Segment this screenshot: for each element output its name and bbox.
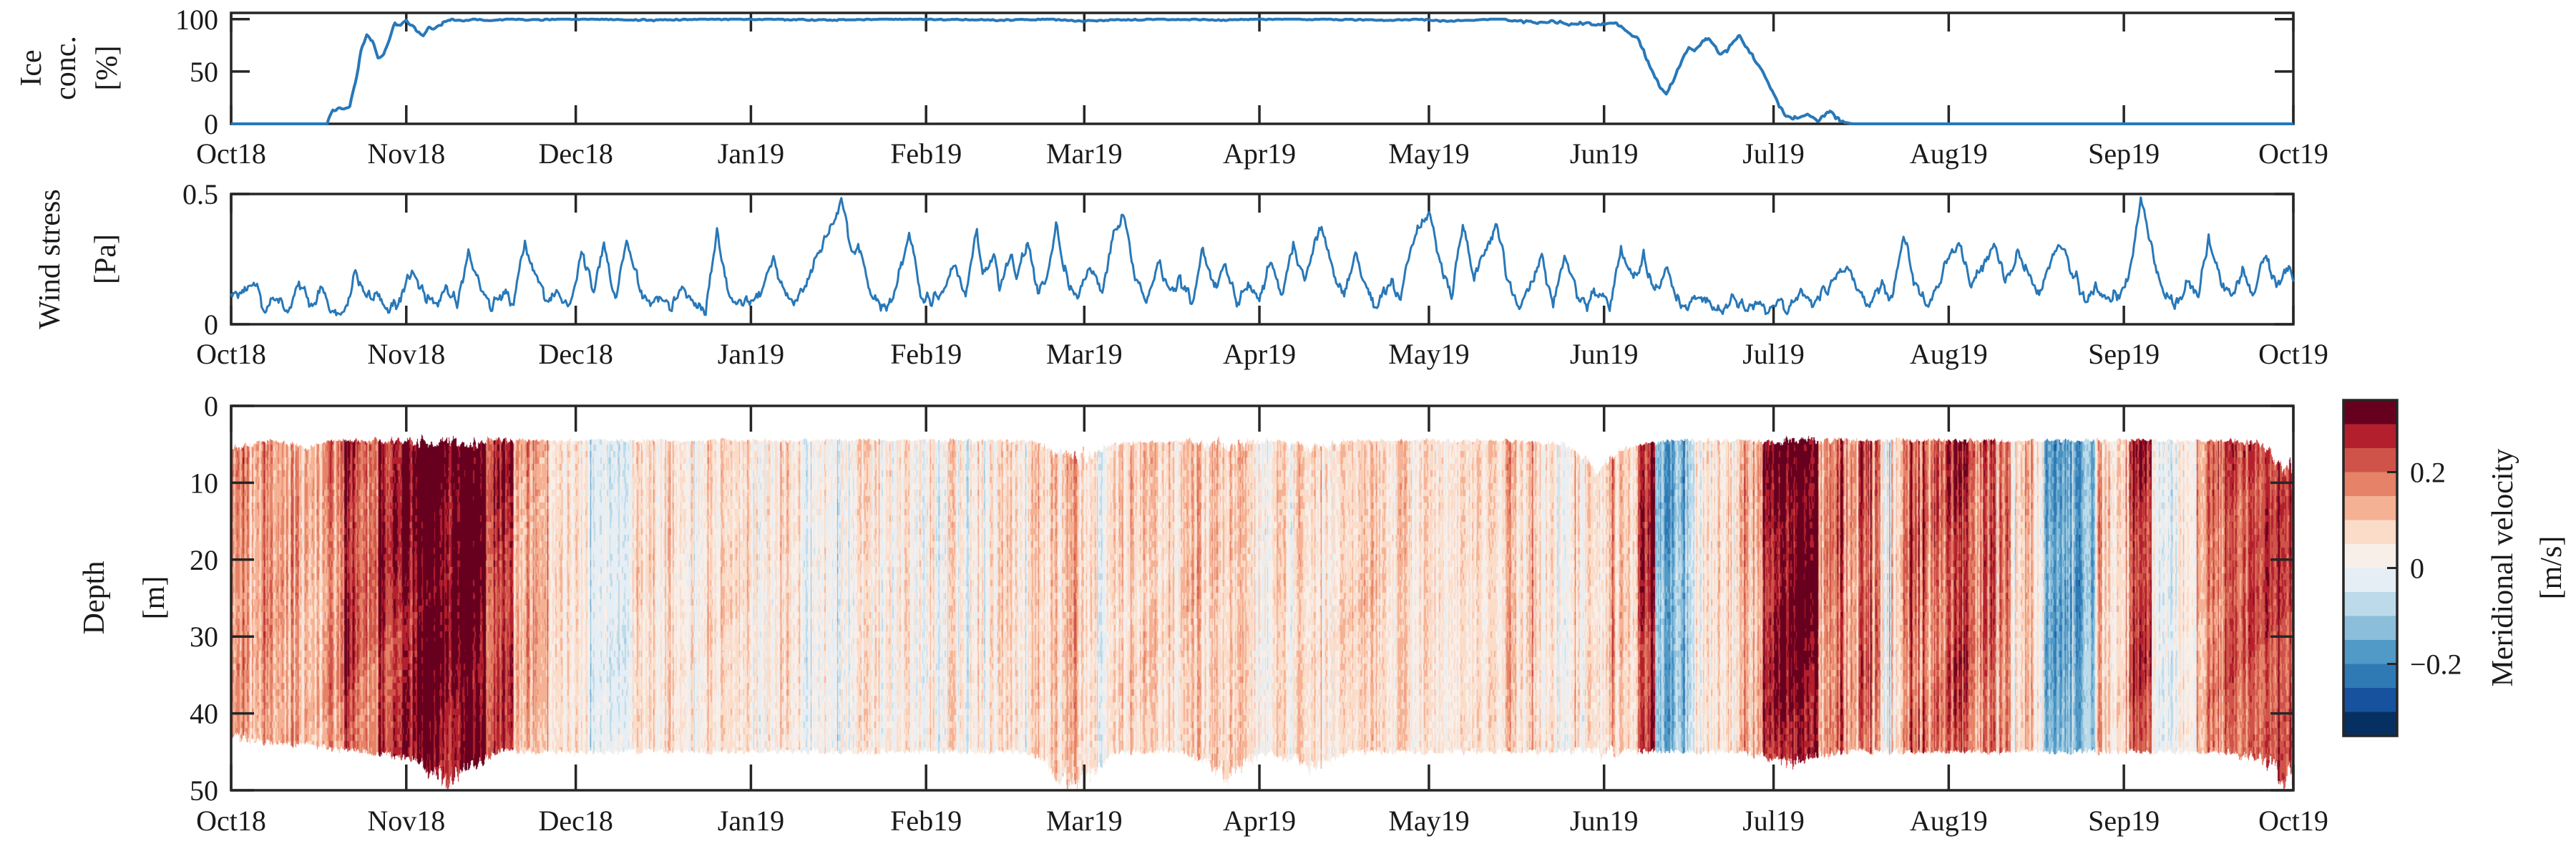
x-tick-label: Nov18 <box>367 338 445 370</box>
x-tick-label: May19 <box>1388 805 1469 837</box>
x-tick-label: Sep19 <box>2088 137 2160 170</box>
colorbar-band <box>2343 664 2397 689</box>
depth-ylabel-unit: [m] <box>138 576 171 620</box>
x-tick-label: Oct19 <box>2258 137 2328 170</box>
x-tick-label: Oct18 <box>196 805 266 837</box>
ice-y-tick-label: 50 <box>190 56 218 88</box>
x-tick-label: Feb19 <box>890 805 962 837</box>
x-tick-label: Mar19 <box>1046 805 1123 837</box>
ice-ylabel-unit: [%] <box>91 45 124 91</box>
x-tick-label: Sep19 <box>2088 805 2160 837</box>
x-tick-label: Jan19 <box>718 338 784 370</box>
colorbar-band <box>2343 640 2397 664</box>
x-tick-label: Dec18 <box>538 338 613 370</box>
colorbar-tick-label: 0.2 <box>2410 457 2446 489</box>
x-tick-label: Sep19 <box>2088 338 2160 370</box>
x-tick-label: Oct18 <box>196 338 266 370</box>
x-tick-label: Mar19 <box>1046 338 1123 370</box>
colorbar-label-unit: [m/s] <box>2535 535 2568 600</box>
x-tick-label: Aug19 <box>1910 137 1988 170</box>
depth-y-tick-label: 20 <box>190 544 218 576</box>
x-tick-label: Jun19 <box>1570 338 1639 370</box>
x-tick-label: Dec18 <box>538 137 613 170</box>
colorbar-tick-label: −0.2 <box>2410 649 2462 681</box>
panel-frame-wind <box>230 193 2295 326</box>
depth-y-tick-label: 50 <box>190 775 218 807</box>
colorbar-band <box>2343 544 2397 568</box>
x-tick-label: Aug19 <box>1910 338 1988 370</box>
x-tick-label: Jan19 <box>718 805 784 837</box>
meridional-velocity-heatmap <box>231 406 2293 790</box>
ice-ylabel-line1: Ice <box>15 49 48 87</box>
depth-y-tick-label: 40 <box>190 698 218 730</box>
colorbar-tick-label: 0 <box>2410 553 2424 585</box>
colorbar-label: Meridional velocity <box>2487 448 2519 687</box>
x-tick-label: Jul19 <box>1742 805 1805 837</box>
x-tick-label: Jul19 <box>1742 137 1805 170</box>
depth-y-tick-label: 30 <box>190 621 218 653</box>
x-tick-label: Feb19 <box>890 137 962 170</box>
wind-y-tick-label: 0 <box>204 309 218 341</box>
colorbar-band <box>2343 448 2397 472</box>
x-tick-label: Oct19 <box>2258 338 2328 370</box>
colorbar-band <box>2343 568 2397 593</box>
wind-stress-series <box>230 196 2295 316</box>
x-tick-label: Jan19 <box>718 137 784 170</box>
wind-ylabel-unit: [Pa] <box>89 234 122 284</box>
panel-frame-ice <box>230 11 2295 125</box>
wind-ylabel: Wind stress <box>34 189 67 329</box>
ice-concentration-series <box>231 17 2293 125</box>
x-tick-label: Nov18 <box>367 805 445 837</box>
x-tick-label: Apr19 <box>1223 338 1296 370</box>
x-tick-label: Oct19 <box>2258 805 2328 837</box>
ice-ylabel-line2: conc. <box>49 36 82 100</box>
x-tick-label: Jun19 <box>1570 805 1639 837</box>
depth-y-tick-label: 10 <box>190 467 218 499</box>
ice-y-tick-label: 0 <box>204 108 218 140</box>
colorbar-band <box>2343 496 2397 520</box>
x-tick-label: May19 <box>1388 338 1469 370</box>
colorbar-band <box>2343 424 2397 449</box>
colorbar-band <box>2343 712 2397 737</box>
x-tick-label: Dec18 <box>538 805 613 837</box>
colorbar-band <box>2343 472 2397 497</box>
ice-y-tick-label: 100 <box>175 4 218 36</box>
x-tick-label: Apr19 <box>1223 805 1296 837</box>
panel-frame-depth <box>230 404 2295 792</box>
x-tick-label: Jul19 <box>1742 338 1805 370</box>
colorbar-band <box>2343 616 2397 641</box>
x-tick-label: Nov18 <box>367 137 445 170</box>
depth-ylabel: Depth <box>78 560 111 635</box>
colorbar-band <box>2343 592 2397 616</box>
colorbar-band <box>2343 688 2397 712</box>
wind-y-tick-label: 0.5 <box>182 178 218 210</box>
colorbar-band <box>2343 400 2397 424</box>
x-tick-label: Jun19 <box>1570 137 1639 170</box>
x-tick-label: May19 <box>1388 137 1469 170</box>
x-tick-label: Mar19 <box>1046 137 1123 170</box>
colorbar-band <box>2343 520 2397 545</box>
x-tick-label: Oct18 <box>196 137 266 170</box>
x-tick-label: Apr19 <box>1223 137 1296 170</box>
x-tick-label: Feb19 <box>890 338 962 370</box>
depth-y-tick-label: 0 <box>204 390 218 422</box>
x-tick-label: Aug19 <box>1910 805 1988 837</box>
